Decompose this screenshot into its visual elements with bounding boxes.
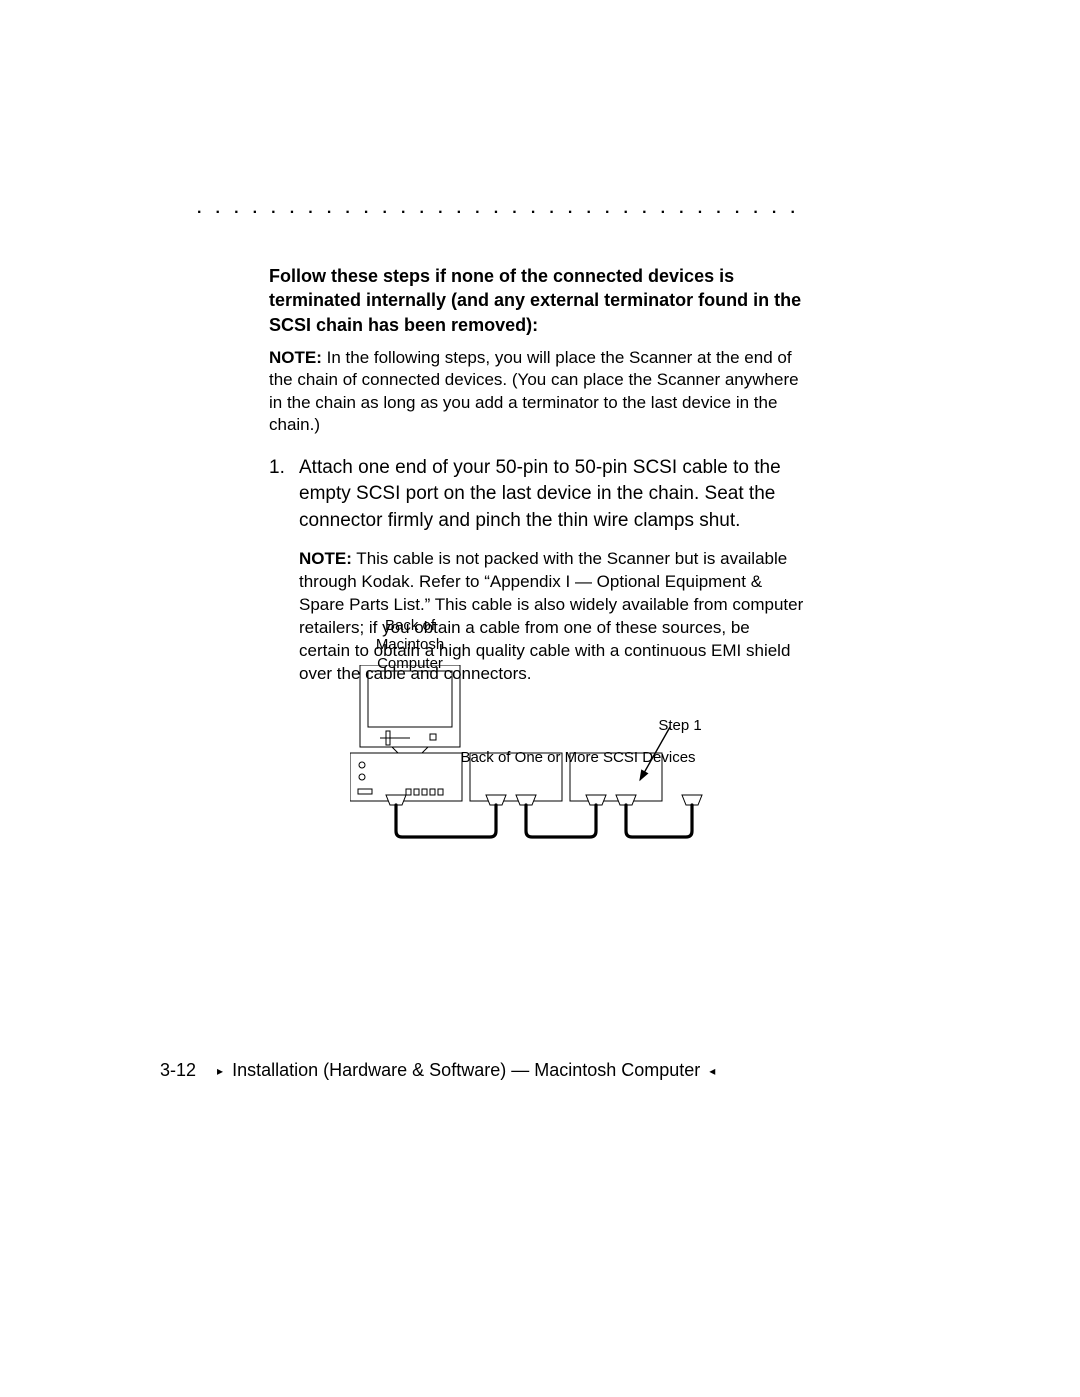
section-heading: Follow these steps if none of the connec… (269, 264, 804, 337)
triangle-right-icon: ▸ (217, 1064, 223, 1078)
step-number: 1. (269, 455, 299, 535)
triangle-left-icon: ◂ (709, 1064, 715, 1078)
note-1: NOTE: In the following steps, you will p… (269, 347, 804, 437)
step-text: Attach one end of your 50-pin to 50-pin … (299, 455, 804, 535)
document-page: ................................. Follow… (0, 0, 1080, 1397)
footer-page-number: 3-12 (160, 1060, 196, 1080)
diagram-svg (350, 665, 750, 855)
note-2-prefix: NOTE: (299, 549, 352, 568)
diagram-label-computer-line1: Back of (385, 617, 435, 634)
note-1-body: In the following steps, you will place t… (269, 348, 799, 434)
page-footer: 3-12 ▸ Installation (Hardware & Software… (160, 1060, 860, 1081)
footer-title: Installation (Hardware & Software) — Mac… (232, 1060, 700, 1080)
note-1-prefix: NOTE: (269, 348, 322, 367)
diagram-svg-wrap (350, 665, 750, 860)
numbered-step: 1. Attach one end of your 50-pin to 50-p… (269, 455, 804, 535)
